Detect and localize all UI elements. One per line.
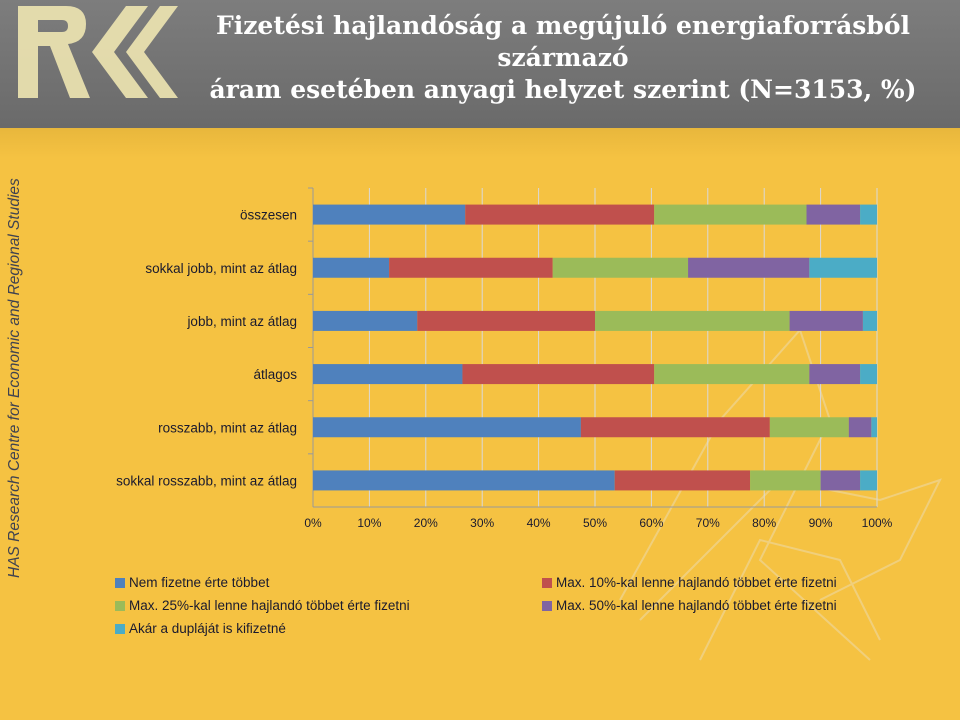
x-tick-label: 0% [304,516,322,530]
bar-segment [809,257,877,278]
bar-segment [848,417,872,438]
x-tick-labels: 0% 10% 20% 30% 40% 50% 60% 70% 80% 90% 100% [304,516,892,530]
bar-segment [862,310,877,331]
bar-segment [313,257,390,278]
title-line-2: áram esetében anyagi helyzet szerint (N=… [209,75,917,104]
bar-segment [552,257,689,278]
bar-segment [860,204,877,225]
x-tick-label: 40% [527,516,551,530]
x-tick-label: 10% [357,516,381,530]
chart-title: Fizetési hajlandóság a megújuló energiaf… [178,10,948,106]
chart-grid [308,187,878,508]
bar-segment [313,310,418,331]
bar-segment [595,310,790,331]
institute-logo [18,6,178,98]
x-tick-label: 70% [696,516,720,530]
bar-segment [313,204,466,225]
category-label: rosszabb, mint az átlag [158,420,297,435]
category-label: összesen [240,208,297,223]
bar-segment [614,470,751,491]
x-tick-label: 90% [809,516,833,530]
bar-segment [313,470,615,491]
category-label: jobb, mint az átlag [186,314,297,329]
x-tick-label: 20% [414,516,438,530]
header-band [0,128,960,158]
bar-segment [688,257,810,278]
bar-segment [820,470,861,491]
bar-segment [809,364,861,385]
category-label: sokkal rosszabb, mint az átlag [116,473,297,488]
bar-segment [860,470,877,491]
bar-segment [462,364,655,385]
bar-segment [313,417,581,438]
category-label: átlagos [253,367,297,382]
x-tick-label: 60% [639,516,663,530]
x-tick-label: 80% [752,516,776,530]
category-label: sokkal jobb, mint az átlag [145,261,297,276]
title-line-1: Fizetési hajlandóság a megújuló energiaf… [215,11,911,72]
category-labels: összesen sokkal jobb, mint az átlag jobb, … [116,208,297,489]
bar-segment [871,417,877,438]
bar-segment [654,204,807,225]
bar-segment [580,417,770,438]
bar-segment [789,310,863,331]
bar-segment [389,257,553,278]
bar-segment [465,204,655,225]
bar-segment [313,364,463,385]
bar-segment [769,417,849,438]
bar-segment [417,310,595,331]
bar-segment [654,364,810,385]
bar-segment [806,204,861,225]
x-tick-label: 30% [470,516,494,530]
bar-segment [750,470,821,491]
x-tick-label: 100% [862,516,893,530]
x-tick-label: 50% [583,516,607,530]
chart-bars [313,204,877,491]
bar-segment [860,364,877,385]
